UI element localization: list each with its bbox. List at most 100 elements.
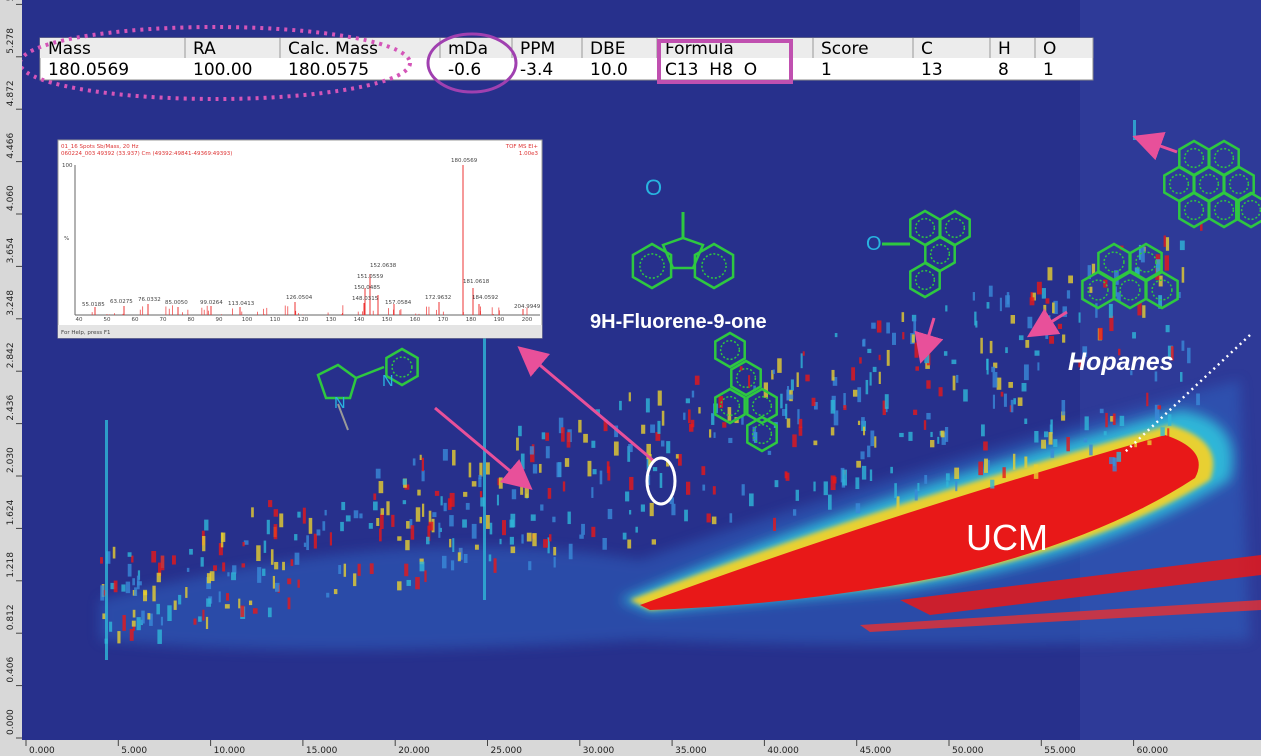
heat-streak xyxy=(1021,382,1027,392)
heat-streak xyxy=(629,509,632,515)
inset-x-tick: 170 xyxy=(438,317,449,323)
heat-streak xyxy=(231,572,237,581)
heat-streak xyxy=(843,393,846,409)
heat-streak xyxy=(606,461,610,473)
heat-streak xyxy=(222,562,226,572)
heat-streak xyxy=(986,358,989,371)
ring-aromatic xyxy=(914,217,936,239)
heat-streak xyxy=(832,476,837,484)
heat-streak xyxy=(1163,235,1166,247)
heat-streak xyxy=(852,389,858,397)
heat-streak xyxy=(771,370,774,380)
heat-streak xyxy=(814,401,818,410)
heat-streak xyxy=(651,539,657,545)
heat-streak xyxy=(479,462,483,477)
heat-streak xyxy=(862,338,866,347)
y-tick-label: 1.218 xyxy=(6,552,16,578)
heat-low xyxy=(100,380,1250,650)
heat-streak xyxy=(256,545,261,562)
heat-streak xyxy=(867,445,871,458)
heat-streak xyxy=(800,353,803,369)
heat-streak xyxy=(480,497,485,507)
heat-streak xyxy=(468,462,472,478)
ring-aromatic xyxy=(1135,251,1157,273)
heat-streak xyxy=(1078,312,1081,323)
heat-streak xyxy=(158,562,162,577)
heat-streak xyxy=(193,618,197,625)
heat-streak xyxy=(607,508,613,520)
heat-streak xyxy=(131,620,136,627)
heat-streak xyxy=(945,473,950,481)
x-tick-label: 40.000 xyxy=(767,746,799,756)
heat-streak xyxy=(380,513,384,529)
ring xyxy=(1145,270,1179,310)
inset-x-tick: 40 xyxy=(76,317,83,323)
heat-streak xyxy=(1043,304,1047,315)
table-cell: C13 H8 O xyxy=(665,60,757,80)
y-tick-label: 4.872 xyxy=(6,80,16,106)
heat-streak xyxy=(657,390,662,406)
heat-streak xyxy=(353,510,359,519)
heat-streak xyxy=(562,481,566,492)
heat-streak xyxy=(498,477,503,489)
heat-streak xyxy=(1116,451,1122,462)
heat-streak xyxy=(379,528,382,542)
heat-streak xyxy=(206,573,211,584)
inset-x-tick: 160 xyxy=(410,317,421,323)
heat-streak xyxy=(832,377,838,386)
heat-streak xyxy=(274,561,279,570)
heat-streak xyxy=(1105,412,1108,428)
table-header: mDa xyxy=(448,39,488,59)
heat-streak xyxy=(1109,315,1114,332)
results-table: Mass RA Calc. Mass mDa PPM DBE Formula Score C H O… xyxy=(39,37,1094,81)
heat-streak xyxy=(556,462,562,478)
heat-streak xyxy=(1112,457,1117,472)
heat-streak xyxy=(974,311,977,326)
heat-streak xyxy=(136,575,140,590)
heat-streak xyxy=(218,543,223,556)
heat-streak xyxy=(141,610,145,624)
table-cell: 8 xyxy=(998,60,1009,80)
heat-streak xyxy=(1116,292,1121,302)
ring-aromatic xyxy=(1119,279,1141,301)
heat-streak xyxy=(990,479,995,489)
table-header: RA xyxy=(193,39,216,59)
heat-streak xyxy=(424,570,427,583)
heat-streak xyxy=(359,513,363,519)
heat-streak xyxy=(1084,416,1089,431)
heat-streak xyxy=(652,467,658,472)
heat-streak xyxy=(136,617,141,631)
hopanes-label: Hopanes xyxy=(1068,348,1174,376)
heat-streak xyxy=(908,431,913,441)
heat-streak xyxy=(257,567,262,583)
heat-streak xyxy=(1006,292,1010,305)
heat-streak xyxy=(545,432,550,441)
heat-streak xyxy=(489,522,493,535)
heat-streak xyxy=(200,557,204,567)
heat-streak xyxy=(851,367,856,381)
heat-streak xyxy=(134,587,138,596)
table-header: Mass xyxy=(48,39,91,59)
heat-streak xyxy=(1167,428,1170,438)
heat-streak xyxy=(419,454,422,461)
heat-streak xyxy=(1165,325,1170,333)
heat-streak xyxy=(438,522,441,538)
heat-streak xyxy=(449,492,455,507)
heat-streak xyxy=(485,514,490,529)
inset-x-tick: 130 xyxy=(326,317,337,323)
heat-streak xyxy=(711,413,715,425)
heat-streak xyxy=(784,471,788,479)
table-header: H xyxy=(998,39,1011,59)
heat-streak xyxy=(1119,415,1125,426)
atom-label: O xyxy=(866,233,882,255)
heat-streak xyxy=(951,359,957,365)
heat-streak xyxy=(329,532,332,546)
x-tick-label: 0.000 xyxy=(29,746,55,756)
heat-streak xyxy=(640,504,645,512)
heat-streak xyxy=(497,478,501,486)
peak-label: 181.0618 xyxy=(463,279,490,285)
heat-streak xyxy=(1037,362,1040,371)
heat-streak xyxy=(419,561,425,572)
heat-streak xyxy=(279,513,284,528)
heat-streak xyxy=(294,534,298,541)
